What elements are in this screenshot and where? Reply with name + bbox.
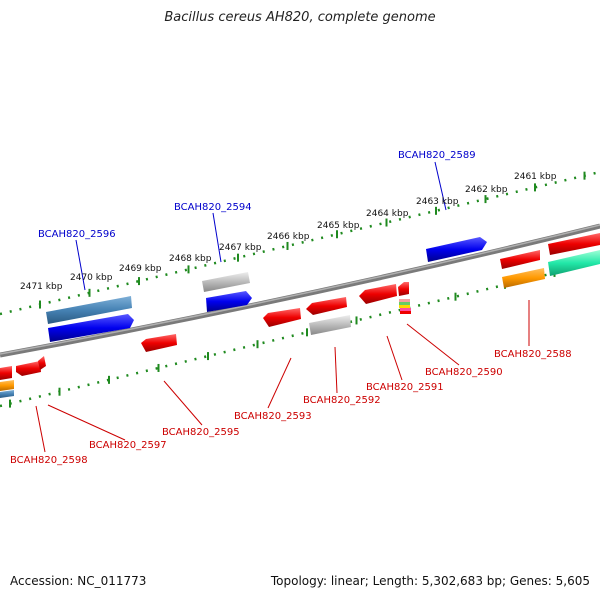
scale-label: 2465 kbp (317, 221, 360, 231)
gene-BCAH820_2594[interactable] (202, 272, 250, 292)
gene-arrow-red-r3[interactable] (38, 356, 46, 370)
gene-label[interactable]: BCAH820_2589 (398, 150, 476, 161)
gene-arrow-red-r1[interactable] (0, 366, 12, 380)
gene-label[interactable]: BCAH820_2596 (38, 229, 116, 240)
scale-label: 2469 kbp (119, 264, 162, 274)
gene-BCAH820_2591[interactable] (359, 284, 397, 304)
genome-backbone (0, 223, 600, 358)
gene-label[interactable]: BCAH820_2595 (162, 427, 240, 438)
gene-label[interactable]: BCAH820_2588 (494, 349, 572, 360)
genome-summary-text: Topology: linear; Length: 5,302,683 bp; … (270, 574, 590, 588)
gene-BCAH820_2596[interactable] (46, 296, 132, 324)
gene-label[interactable]: BCAH820_2592 (303, 395, 381, 406)
gene-label[interactable]: BCAH820_2597 (89, 440, 167, 451)
accession-text: Accession: NC_011773 (10, 574, 147, 588)
map-title: Bacillus cereus AH820, complete genome (164, 10, 436, 25)
gene-label[interactable]: BCAH820_2598 (10, 455, 88, 466)
gene-arrow-blue-1[interactable] (48, 314, 134, 342)
gene-BCAH820_2595[interactable] (141, 334, 177, 352)
scale-label: 2468 kbp (169, 254, 212, 264)
scale-label: 2466 kbp (267, 232, 310, 242)
scale-label: 2461 kbp (514, 172, 557, 182)
gene-label[interactable]: BCAH820_2594 (174, 202, 252, 213)
gene-BCAH820_2592[interactable] (309, 315, 351, 335)
reverse-genes (0, 250, 600, 398)
scale-label: 2462 kbp (465, 185, 508, 195)
gene-arrow-red-f2[interactable] (548, 233, 600, 255)
gene-arrow-blue-2[interactable] (206, 291, 252, 312)
scale-label: 2463 kbp (416, 197, 459, 207)
gene-arrow-red-r4[interactable] (306, 297, 347, 315)
forward-gene-labels: BCAH820_2596 BCAH820_2594 BCAH820_2589 (38, 150, 476, 240)
scale-label: 2471 kbp (20, 282, 63, 292)
gene-arrow-red-r5[interactable] (398, 282, 409, 296)
gene-BCAH820_2590[interactable] (399, 299, 411, 314)
gene-BCAH820_2589[interactable] (426, 237, 487, 262)
gene-arrow-green[interactable] (548, 250, 600, 276)
scale-labels: 2471 kbp 2470 kbp 2469 kbp 2468 kbp 2467… (20, 172, 557, 292)
gene-label[interactable]: BCAH820_2593 (234, 411, 312, 422)
callout-lines (35, 161, 530, 453)
gene-arrow-red-f1[interactable] (500, 250, 540, 269)
gene-BCAH820_2588[interactable] (502, 268, 545, 288)
scale-label: 2467 kbp (219, 243, 262, 253)
gene-arrow-red-r2[interactable] (16, 361, 41, 376)
forward-genes (46, 233, 600, 342)
scale-label: 2464 kbp (366, 209, 409, 219)
gene-arrow-steel-left[interactable] (0, 390, 14, 398)
gene-BCAH820_2593[interactable] (263, 308, 301, 327)
gene-arrow-orange-left[interactable] (0, 380, 14, 391)
gene-label[interactable]: BCAH820_2591 (366, 382, 444, 393)
scale-label: 2470 kbp (70, 273, 113, 283)
reverse-gene-labels: BCAH820_2598 BCAH820_2597 BCAH820_2595 B… (10, 349, 572, 466)
gene-label[interactable]: BCAH820_2590 (425, 367, 503, 378)
